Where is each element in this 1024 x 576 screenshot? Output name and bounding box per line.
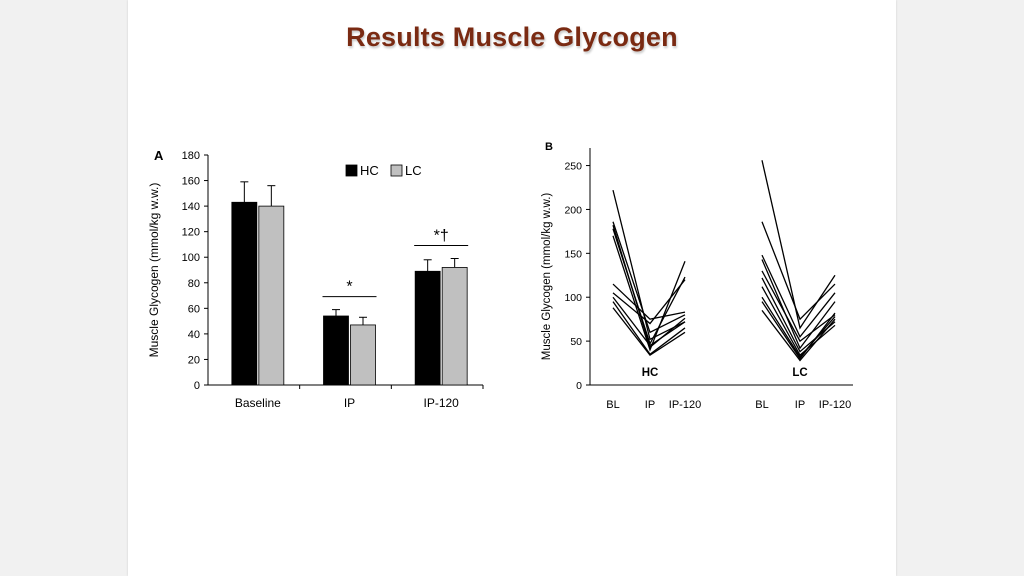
panel-b-line-chart: 0 50 100 150 200 250 Muscle Glycogen (mmol/kg … (541, 141, 853, 411)
charts-canvas: 0 20 40 60 80 100 120 140 160 180 Muscle Glycogen … (147, 141, 853, 411)
bar-hc-ip-120 (414, 270, 441, 386)
panel-b-y-tick-label: 250 (564, 161, 582, 173)
panel-a-y-tick-label: 60 (188, 303, 200, 315)
group-label-lc: LC (792, 367, 807, 379)
slide: Results Muscle Glycogen 0 20 40 60 80 100 120 1… (128, 0, 896, 576)
panel-a-x-tick-label: IP (344, 396, 355, 410)
subject-line-lc-6 (761, 277, 836, 353)
subject-line-lc-8 (761, 296, 836, 358)
panel-a-y-tick-label: 180 (182, 150, 200, 162)
panel-a-y-tick-label: 80 (188, 278, 200, 290)
bar-lc-ip (350, 324, 376, 386)
panel-b-x-tick-label: BL (606, 399, 619, 411)
significance-marker: *† (434, 228, 449, 245)
legend-label-hc: HC (360, 163, 379, 178)
panel-b-x-tick-label: IP (795, 399, 805, 411)
panel-b-x-tick-label: IP-120 (819, 399, 851, 411)
panel-a-y-tick-label: 20 (188, 354, 200, 366)
subject-line-lc-4 (761, 259, 836, 350)
significance-marker: * (346, 279, 352, 296)
panel-b-x-tick-label: BL (755, 399, 768, 411)
panel-a-y-tick-label: 120 (182, 227, 200, 239)
panel-b-x-tick-label: IP (645, 399, 655, 411)
legend-label-lc: LC (405, 163, 422, 178)
legend-swatch-lc (390, 164, 403, 177)
bar-lc-baseline (258, 205, 285, 386)
group-label-hc: HC (642, 367, 659, 379)
panel-a-bar-chart: 0 20 40 60 80 100 120 140 160 180 Muscle Glycogen … (147, 148, 484, 410)
bar-lc-ip-120 (441, 267, 468, 386)
subject-line-lc-1 (761, 160, 836, 330)
panel-a-y-tick-label: 160 (182, 176, 200, 188)
panel-b-y-tick-label: 0 (576, 380, 582, 392)
panel-b-y-tick-label: 200 (564, 204, 582, 216)
subject-line-lc-3 (761, 254, 836, 338)
subject-line-lc-9 (761, 301, 836, 360)
subject-line-lc-2 (761, 221, 836, 321)
panel-b-x-tick-label: IP-120 (669, 399, 701, 411)
subject-line-hc-8 (612, 296, 686, 347)
subject-line-hc-2 (612, 221, 686, 334)
panel-a-x-tick-label: Baseline (235, 396, 281, 410)
panel-b-y-tick-label: 150 (564, 248, 582, 260)
panel-b-y-tick-label: 50 (570, 336, 582, 348)
bar-hc-baseline (231, 201, 258, 386)
panel-a-label: A (154, 148, 164, 163)
panel-a-y-tick-label: 140 (182, 201, 200, 213)
panel-b-y-tick-label: 100 (564, 292, 582, 304)
panel-a-y-tick-label: 100 (182, 252, 200, 264)
panel-a-x-tick-label: IP-120 (423, 396, 459, 410)
panel-a-y-tick-label: 0 (194, 380, 200, 392)
slide-title: Results Muscle Glycogen (346, 22, 678, 52)
subject-line-hc-4 (612, 228, 686, 346)
subject-line-hc-7 (612, 279, 686, 325)
subject-line-hc-6 (612, 283, 686, 320)
subject-line-hc-5 (612, 235, 686, 352)
subject-line-hc-10 (612, 307, 686, 357)
subject-line-lc-5 (761, 270, 836, 343)
subject-line-lc-10 (761, 309, 836, 362)
panel-a-y-tick-label: 40 (188, 329, 200, 341)
panel-a-y-axis-label: Muscle Glycogen (mmol/kg w.w.) (147, 183, 161, 358)
panel-b-y-axis-label: Muscle Glycogen (mmol/kg w.w.) (541, 193, 553, 361)
bar-hc-ip (323, 315, 349, 386)
panel-b-label: B (545, 141, 553, 153)
legend-swatch-hc (345, 164, 358, 177)
subject-line-lc-7 (761, 286, 836, 357)
